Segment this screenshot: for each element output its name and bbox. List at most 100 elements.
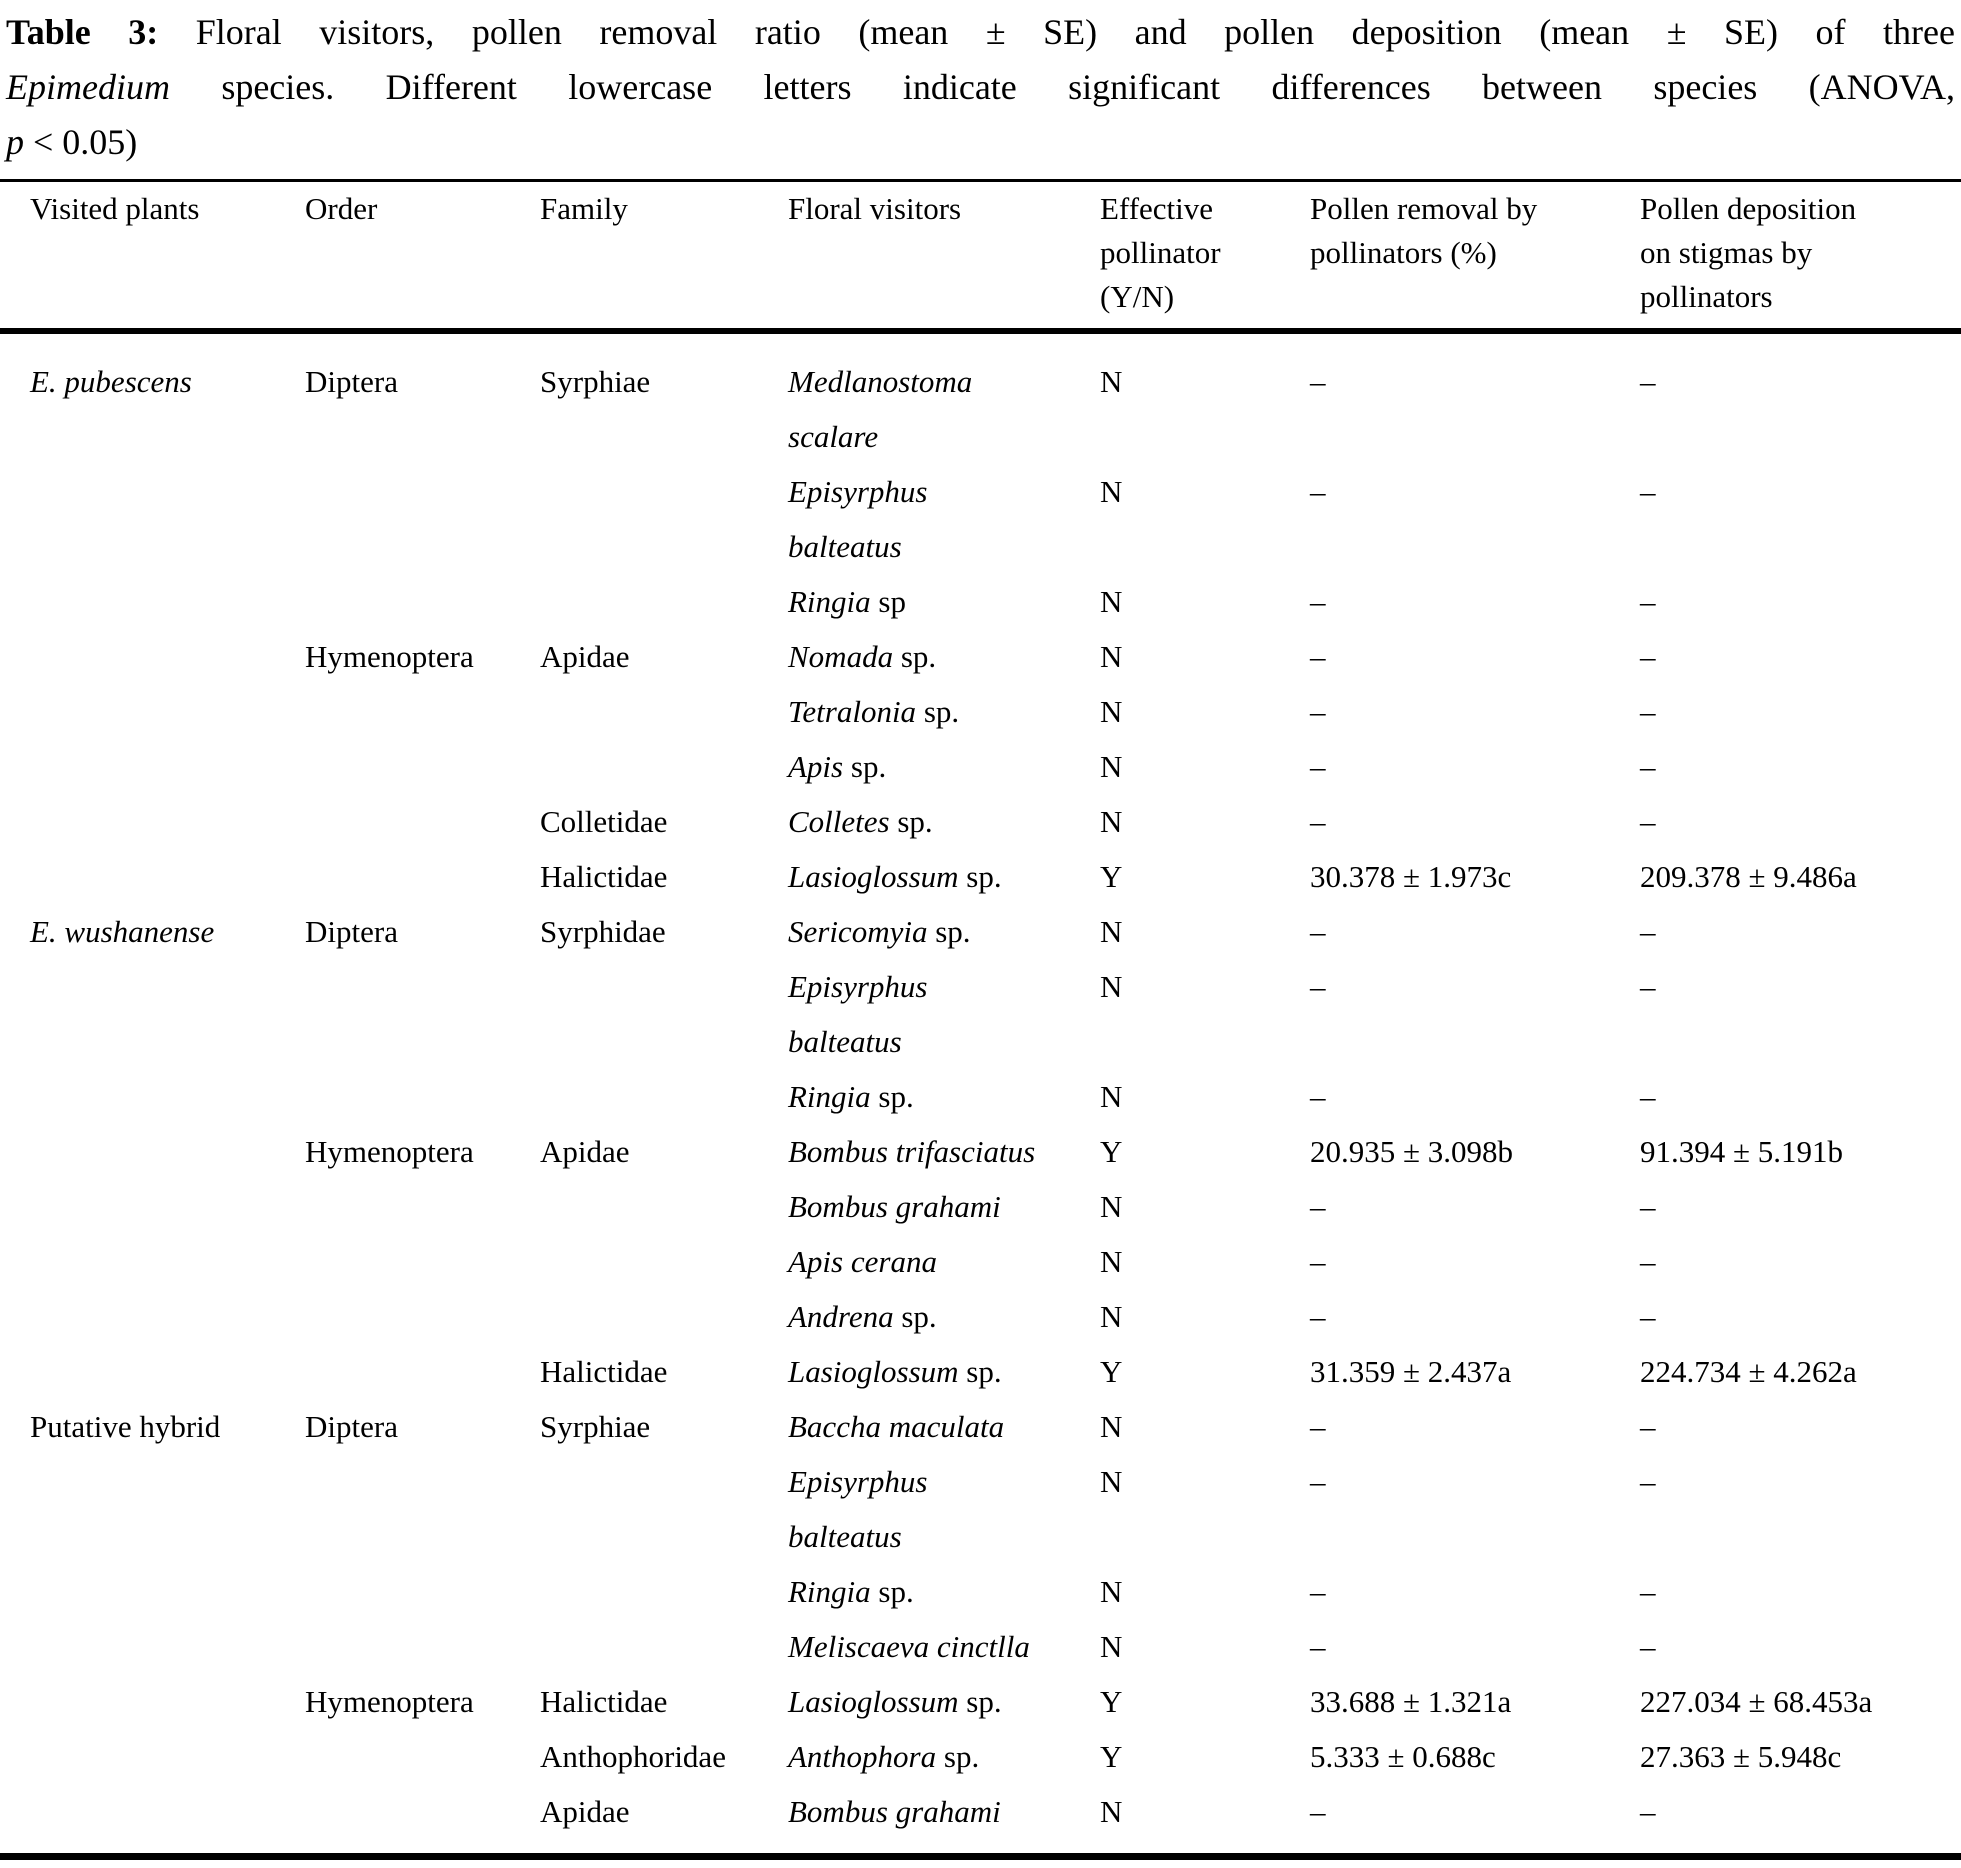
floral-visitor-name: Baccha maculata: [788, 1409, 1005, 1444]
pollen-removal-value: –: [1310, 584, 1326, 619]
floral-visitor-name: Colletes: [788, 804, 890, 839]
effective-pollinator-value: Y: [1100, 1134, 1123, 1169]
table-row: Halictidae Lasioglossum sp. Y 31.359 ± 2…: [0, 1344, 1961, 1399]
pollen-deposition-value: –: [1640, 1244, 1656, 1279]
caption-table-number: Table 3:: [6, 12, 159, 52]
floral-visitor-name: Anthophora: [788, 1739, 937, 1774]
header-pollen-removal: Pollen removal by pollinators (%): [1310, 191, 1538, 270]
floral-visitor-name: Tetralonia: [788, 694, 917, 729]
floral-visitors-table: Visited plants Order Family Floral visit…: [0, 179, 1961, 1853]
pollen-removal-value: –: [1310, 1629, 1326, 1664]
floral-visitor-name: Episyrphus balteatus: [788, 969, 928, 1059]
effective-pollinator-value: N: [1100, 1299, 1123, 1334]
floral-visitor-suffix: sp.: [958, 859, 1002, 894]
table-row: Hymenoptera Apidae Nomada sp. N – –: [0, 629, 1961, 684]
header-order: Order: [305, 191, 378, 226]
floral-visitor-suffix: sp: [870, 584, 906, 619]
pollen-deposition-value: –: [1640, 969, 1656, 1004]
pollen-deposition-value: –: [1640, 1574, 1656, 1609]
table-row: Apis sp. N – –: [0, 739, 1961, 794]
table-row: Colletidae Colletes sp. N – –: [0, 794, 1961, 849]
floral-visitor-name: Nomada: [788, 639, 894, 674]
pollen-deposition-value: 224.734 ± 4.262a: [1640, 1354, 1857, 1389]
floral-visitor-suffix: sp.: [889, 804, 933, 839]
pollen-removal-value: –: [1310, 804, 1326, 839]
pollen-deposition-value: –: [1640, 749, 1656, 784]
family-label: Apidae: [540, 1794, 630, 1829]
floral-visitor-suffix: sp.: [958, 1684, 1002, 1719]
floral-visitor-name: Bombus trifasciatus: [788, 1134, 1036, 1169]
effective-pollinator-value: N: [1100, 584, 1123, 619]
pollen-deposition-value: 27.363 ± 5.948c: [1640, 1739, 1842, 1774]
pollen-deposition-value: 227.034 ± 68.453a: [1640, 1684, 1873, 1719]
table-row: Episyrphus balteatus N – –: [0, 1454, 1961, 1564]
pollen-deposition-value: 209.378 ± 9.486a: [1640, 859, 1857, 894]
pollen-removal-value: –: [1310, 364, 1326, 399]
pollen-removal-value: –: [1310, 914, 1326, 949]
caption-line-2: Epimedium species. Different lowercase l…: [6, 60, 1955, 115]
order-label: Hymenoptera: [305, 1134, 474, 1169]
pollen-removal-value: –: [1310, 969, 1326, 1004]
effective-pollinator-value: N: [1100, 969, 1123, 1004]
order-label: Diptera: [305, 364, 398, 399]
family-label: Halictidae: [540, 1354, 668, 1389]
order-label: Diptera: [305, 914, 398, 949]
pollen-removal-value: –: [1310, 749, 1326, 784]
pollen-deposition-value: 91.394 ± 5.191b: [1640, 1134, 1844, 1169]
effective-pollinator-value: N: [1100, 914, 1123, 949]
effective-pollinator-value: N: [1100, 749, 1123, 784]
family-label: Anthophoridae: [540, 1739, 726, 1774]
floral-visitor-name: Ringia: [788, 584, 871, 619]
pollen-removal-value: 20.935 ± 3.098b: [1310, 1134, 1514, 1169]
visited-plant-label: Putative hybrid: [30, 1409, 221, 1444]
header-effective-pollinator: Effective pollinator (Y/N): [1100, 191, 1221, 314]
effective-pollinator-value: Y: [1100, 859, 1123, 894]
header-floral-visitors: Floral visitors: [788, 191, 962, 226]
table-row: Meliscaeva cinctlla N – –: [0, 1619, 1961, 1674]
floral-visitor-name: Lasioglossum: [788, 1684, 959, 1719]
table-row: Episyrphus balteatus N – –: [0, 464, 1961, 574]
effective-pollinator-value: N: [1100, 1574, 1123, 1609]
pollen-removal-value: –: [1310, 1409, 1326, 1444]
family-label: Apidae: [540, 1134, 630, 1169]
effective-pollinator-value: N: [1100, 1244, 1123, 1279]
floral-visitor-suffix: sp.: [958, 1354, 1002, 1389]
floral-visitor-suffix: sp.: [936, 1739, 980, 1774]
family-label: Syrphiae: [540, 1409, 651, 1444]
floral-visitor-name: Lasioglossum: [788, 1354, 959, 1389]
pollen-removal-value: –: [1310, 694, 1326, 729]
header-pollen-deposition: Pollen deposition on stigmas by pollinat…: [1640, 191, 1857, 314]
pollen-removal-value: –: [1310, 639, 1326, 674]
floral-visitor-name: Apis: [788, 749, 844, 784]
pollen-removal-value: –: [1310, 1574, 1326, 1609]
pollen-deposition-value: –: [1640, 584, 1656, 619]
effective-pollinator-value: N: [1100, 639, 1123, 674]
family-label: Syrphiae: [540, 364, 651, 399]
floral-visitor-name: Episyrphus balteatus: [788, 1464, 928, 1554]
order-label: Hymenoptera: [305, 1684, 474, 1719]
caption-genus-name: Epimedium: [6, 67, 170, 107]
caption-p-symbol: p: [6, 122, 24, 162]
pollen-deposition-value: –: [1640, 1794, 1656, 1829]
floral-visitor-name: Lasioglossum: [788, 859, 959, 894]
table-row: Andrena sp. N – –: [0, 1289, 1961, 1344]
table-row: Apis cerana N – –: [0, 1234, 1961, 1289]
floral-visitor-suffix: sp.: [870, 1079, 914, 1114]
table-row: E. pubescens Diptera Syrphiae Medlanosto…: [0, 331, 1961, 464]
pollen-deposition-value: –: [1640, 1409, 1656, 1444]
caption-text-1: Floral visitors, pollen removal ratio (m…: [158, 12, 1955, 52]
floral-visitor-suffix: sp.: [893, 639, 937, 674]
pollen-removal-value: –: [1310, 1244, 1326, 1279]
table-row: Putative hybrid Diptera Syrphiae Baccha …: [0, 1399, 1961, 1454]
floral-visitor-name: Ringia: [788, 1079, 871, 1114]
floral-visitor-name: Sericomyia: [788, 914, 928, 949]
effective-pollinator-value: N: [1100, 1629, 1123, 1664]
caption-text-3: < 0.05): [24, 122, 138, 162]
floral-visitor-name: Ringia: [788, 1574, 871, 1609]
pollen-removal-value: –: [1310, 1464, 1326, 1499]
effective-pollinator-value: N: [1100, 1189, 1123, 1224]
effective-pollinator-value: N: [1100, 1079, 1123, 1114]
table-caption: Table 3: Floral visitors, pollen removal…: [0, 0, 1961, 170]
effective-pollinator-value: N: [1100, 1409, 1123, 1444]
effective-pollinator-value: N: [1100, 694, 1123, 729]
